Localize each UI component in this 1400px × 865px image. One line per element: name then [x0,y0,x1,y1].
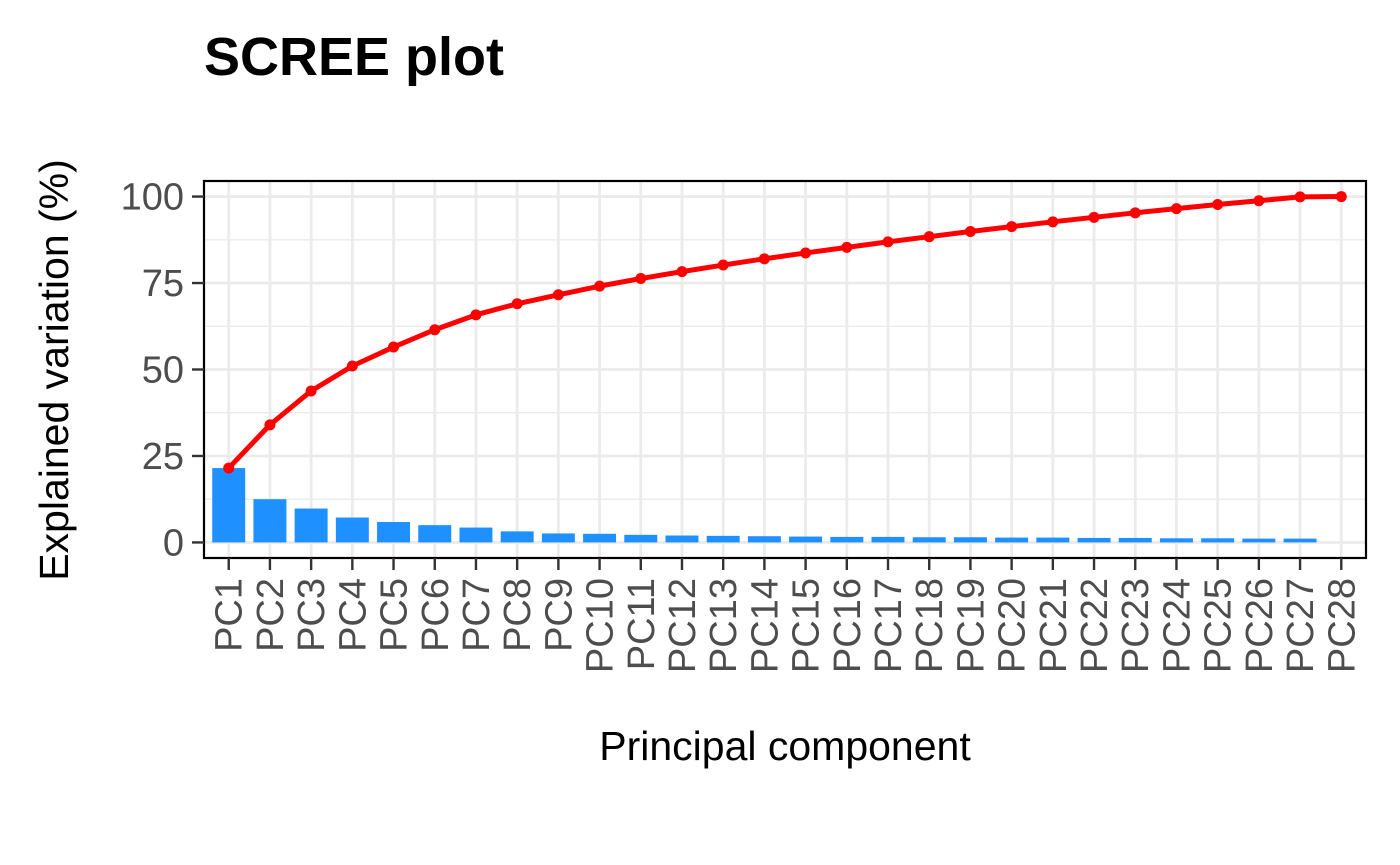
x-tick-label: PC7 [456,578,498,652]
y-tick-label: 0 [163,522,184,564]
bar-PC16 [830,536,864,543]
x-axis-title: Principal component [599,723,971,769]
x-tick-label: PC1 [209,578,251,652]
line-point-PC9 [552,289,564,301]
x-tick-label: PC3 [291,578,333,652]
bar-PC8 [500,531,534,543]
x-tick-label: PC2 [250,578,292,652]
x-tick-label: PC12 [662,578,704,673]
plot-grid [204,181,1366,558]
bar-PC21 [1036,537,1070,543]
y-axis: 0 25 50 75 100 [121,177,204,564]
bar-series [212,468,1317,543]
x-tick-label: PC19 [950,578,992,673]
line-point-PC18 [923,231,935,243]
line-point-PC7 [470,309,482,321]
bar-PC12 [665,535,699,543]
x-tick-label: PC20 [992,578,1034,673]
line-point-PC15 [800,247,812,259]
bar-PC22 [1077,537,1111,543]
x-tick-label: PC10 [580,578,622,673]
bar-PC15 [789,536,823,543]
x-tick-label: PC21 [1033,578,1075,673]
bar-PC18 [912,537,946,543]
bar-PC2 [253,499,287,543]
x-tick-label: PC9 [538,578,580,652]
line-point-PC24 [1170,203,1182,215]
bar-PC1 [212,468,246,543]
x-tick-label: PC8 [497,578,539,652]
line-point-PC6 [429,324,441,336]
bar-PC5 [377,522,411,543]
bar-PC9 [541,533,575,543]
line-point-PC21 [1047,216,1059,228]
line-point-PC17 [882,236,894,248]
cumulative-line-series [223,191,1347,474]
bar-PC25 [1201,538,1235,543]
cumulative-line [226,194,1342,470]
x-tick-label: PC13 [703,578,745,673]
y-tick-label: 100 [121,177,184,219]
x-tick-label: PC18 [909,578,951,673]
y-tick-label: 25 [142,436,184,478]
x-tick-label: PC15 [786,578,828,673]
x-axis: PC1 PC2 PC3 PC4 PC5 PC6 PC7 PC8 PC9 PC10 PC11 PC12 P… [209,558,1363,673]
y-axis-title: Explained variation (%) [31,159,77,581]
line-point-PC13 [717,259,729,271]
x-tick-label: PC23 [1115,578,1157,673]
line-point-PC1 [223,462,235,474]
bar-PC23 [1118,537,1152,543]
x-tick-label: PC28 [1321,578,1363,673]
line-point-PC28 [1335,191,1347,203]
line-point-PC20 [1006,221,1018,233]
line-point-PC10 [594,280,606,292]
line-point-PC5 [388,341,400,353]
line-point-PC16 [841,241,853,253]
line-point-PC12 [676,266,688,278]
bar-PC6 [418,525,452,543]
bar-PC11 [624,534,658,543]
bar-PC19 [953,537,987,543]
line-point-PC27 [1294,191,1306,203]
line-point-PC22 [1088,211,1100,223]
x-tick-label: PC6 [415,578,457,652]
x-tick-label: PC27 [1280,578,1322,673]
bar-PC7 [459,527,493,543]
line-point-PC23 [1129,207,1141,219]
chart-title: SCREE plot [204,27,504,87]
line-point-PC26 [1253,195,1265,207]
bar-PC3 [294,508,328,543]
bar-PC17 [871,536,905,543]
line-point-PC11 [635,273,647,285]
line-point-PC8 [511,298,523,310]
bar-PC20 [995,537,1029,543]
line-point-PC25 [1212,199,1224,211]
x-tick-label: PC25 [1198,578,1240,673]
line-point-PC19 [964,225,976,237]
bar-PC14 [747,536,781,543]
x-tick-label: PC14 [744,578,786,673]
x-tick-label: PC24 [1156,578,1198,673]
line-point-PC3 [305,385,317,397]
x-tick-label: PC16 [827,578,869,673]
bar-PC4 [335,517,369,543]
line-point-PC2 [264,419,276,431]
x-tick-label: PC5 [374,578,416,652]
y-tick-label: 75 [142,263,184,305]
x-tick-label: PC26 [1239,578,1281,673]
line-point-PC4 [346,360,358,372]
bar-PC27 [1283,538,1317,543]
y-tick-label: 50 [142,350,184,392]
x-tick-label: PC22 [1074,578,1116,673]
x-tick-label: PC11 [621,578,663,670]
bar-PC24 [1159,538,1193,543]
bar-PC13 [706,535,740,543]
bar-PC26 [1242,538,1276,543]
line-point-PC14 [758,253,770,265]
x-tick-label: PC4 [332,578,374,652]
x-tick-label: PC17 [868,578,910,673]
bar-PC10 [583,533,617,543]
